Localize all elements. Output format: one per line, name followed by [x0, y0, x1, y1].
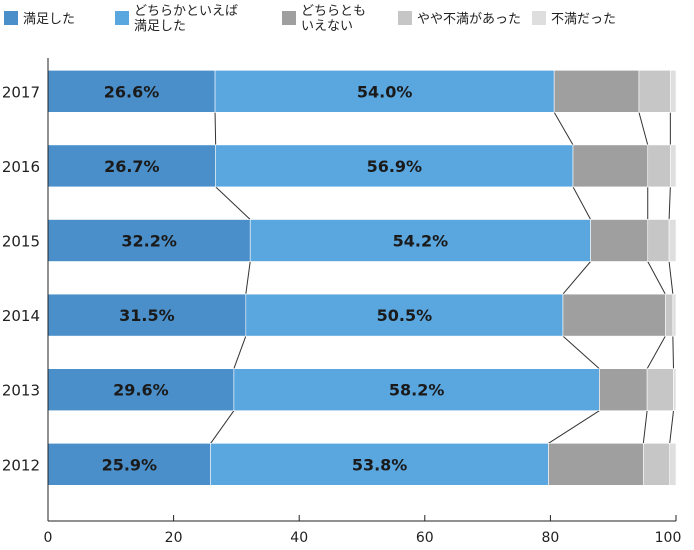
legend-swatch: [398, 11, 412, 25]
data-label: 26.6%: [104, 82, 160, 101]
connector-line: [669, 410, 674, 444]
bar-segment: [646, 368, 674, 412]
connector-line: [562, 335, 600, 370]
legend-label: いえない: [301, 19, 353, 34]
legend-label: 不満だった: [551, 12, 616, 27]
data-label: 54.2%: [393, 232, 449, 251]
bar-segment: [245, 293, 564, 337]
data-label: 29.6%: [113, 381, 169, 400]
category-label: 2015: [2, 233, 40, 251]
bar-segment: [562, 293, 666, 337]
data-label: 54.0%: [357, 82, 413, 101]
legend-label: どちらとも: [301, 4, 366, 19]
category-label: 2013: [2, 382, 40, 400]
connector-line: [572, 186, 592, 220]
bar-segment: [214, 70, 555, 113]
connector-line: [668, 261, 674, 295]
connector-line: [548, 410, 600, 444]
connector-line: [553, 112, 574, 146]
bar-segment: [548, 442, 644, 486]
legend-label: 満足した: [134, 19, 186, 34]
connector-line: [647, 261, 666, 295]
data-label: 56.9%: [367, 157, 423, 176]
bar-segment: [670, 144, 677, 188]
data-label: 31.5%: [119, 306, 175, 325]
legend-label: 満足した: [23, 12, 75, 27]
bar-segment: [647, 219, 670, 262]
bar-segment: [643, 442, 671, 486]
legend-swatch: [282, 11, 296, 25]
connector-line: [668, 186, 671, 220]
bar-segment: [590, 219, 649, 262]
x-tick-label: 80: [541, 530, 559, 546]
connector-line: [214, 112, 217, 145]
legend-swatch: [4, 11, 18, 25]
bar-segment: [553, 70, 640, 113]
bar-segment: [647, 144, 671, 188]
bar-segment: [668, 219, 677, 262]
bar-segment: [233, 368, 600, 412]
data-label: 53.8%: [352, 455, 408, 474]
bar-segment: [215, 144, 574, 188]
legend-swatch: [115, 11, 129, 25]
bar-segment: [665, 293, 674, 337]
data-label: 26.7%: [104, 157, 160, 176]
data-label: 25.9%: [102, 455, 158, 474]
legend-label: どちらかといえば: [134, 4, 238, 19]
connector-line: [646, 335, 666, 369]
x-tick-label: 40: [290, 530, 308, 546]
legend-swatch: [532, 11, 546, 25]
connector-line: [562, 261, 591, 295]
data-label: 32.2%: [121, 232, 177, 251]
connector-line: [245, 261, 251, 295]
bar-segment: [47, 442, 211, 486]
connector-line: [233, 335, 247, 369]
category-label: 2014: [2, 307, 40, 325]
category-label: 2016: [2, 158, 40, 176]
connector-line: [210, 410, 235, 444]
legend-label: やや不満があった: [417, 12, 521, 27]
category-label: 2017: [2, 83, 40, 101]
bar-segment: [210, 442, 549, 486]
connector-line: [638, 112, 649, 146]
data-label: 58.2%: [389, 381, 445, 400]
connector-line: [672, 336, 674, 369]
x-tick-label: 60: [416, 530, 434, 546]
bar-segment: [249, 219, 591, 262]
category-label: 2012: [2, 456, 40, 474]
data-label: 50.5%: [377, 306, 433, 325]
x-tick-label: 0: [44, 530, 53, 546]
x-tick-label: 20: [165, 530, 183, 546]
bar-segment: [672, 293, 677, 337]
bar-segment: [572, 144, 649, 188]
connector-line: [642, 410, 648, 444]
bar-segment: [673, 368, 677, 412]
bar-segment: [638, 70, 671, 113]
x-tick-label: 100: [655, 530, 682, 546]
bar-segment: [47, 293, 247, 337]
bar-segment: [47, 368, 235, 412]
bar-segment: [670, 70, 677, 113]
connector-line: [215, 186, 251, 220]
bar-segment: [599, 368, 648, 412]
bar-segment: [669, 442, 677, 486]
